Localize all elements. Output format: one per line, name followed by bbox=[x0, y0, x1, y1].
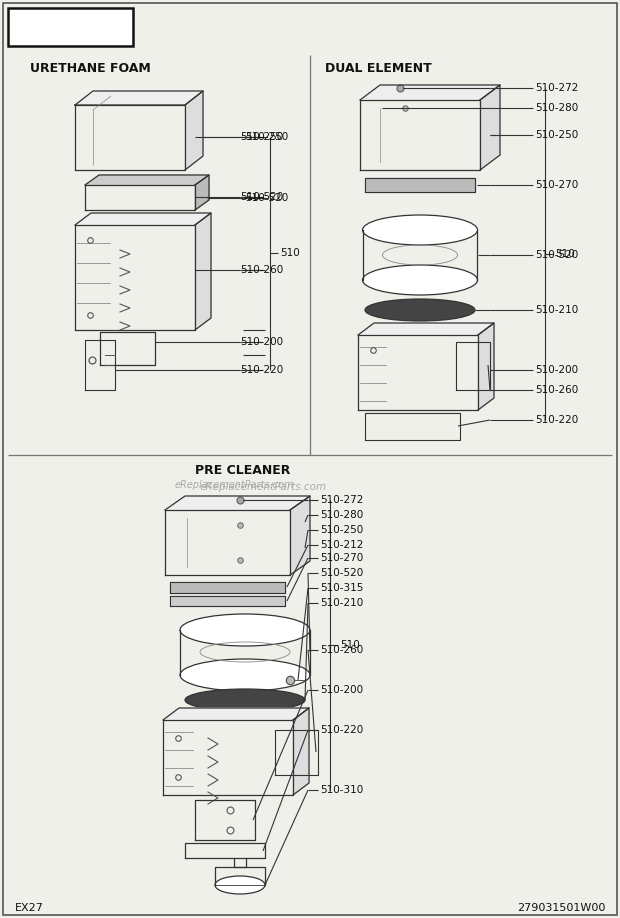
Ellipse shape bbox=[180, 659, 310, 691]
Text: 510-200: 510-200 bbox=[320, 685, 363, 695]
Text: PRE CLEANER: PRE CLEANER bbox=[195, 464, 290, 476]
Polygon shape bbox=[163, 708, 309, 720]
Text: 510: 510 bbox=[340, 640, 360, 650]
Ellipse shape bbox=[180, 614, 310, 646]
Polygon shape bbox=[195, 213, 211, 330]
Text: eReplacementParts.com: eReplacementParts.com bbox=[175, 480, 294, 490]
Polygon shape bbox=[170, 596, 285, 606]
Ellipse shape bbox=[215, 876, 265, 894]
Text: 510-520: 510-520 bbox=[245, 193, 288, 203]
Text: DUAL ELEMENT: DUAL ELEMENT bbox=[325, 62, 432, 74]
Text: 510-210: 510-210 bbox=[320, 598, 363, 608]
Text: 510-220: 510-220 bbox=[240, 365, 283, 375]
Polygon shape bbox=[480, 85, 500, 170]
Text: 510-250: 510-250 bbox=[240, 132, 283, 142]
Polygon shape bbox=[195, 175, 209, 210]
Text: 510: 510 bbox=[555, 249, 575, 259]
Polygon shape bbox=[185, 91, 203, 170]
Polygon shape bbox=[75, 213, 211, 225]
Text: FIG.  315: FIG. 315 bbox=[22, 17, 120, 37]
Text: 510-210: 510-210 bbox=[535, 305, 578, 315]
Polygon shape bbox=[290, 496, 310, 575]
Text: 510-220: 510-220 bbox=[320, 725, 363, 735]
Polygon shape bbox=[358, 323, 494, 335]
Text: 510-212: 510-212 bbox=[320, 540, 363, 550]
Ellipse shape bbox=[363, 265, 477, 295]
Ellipse shape bbox=[363, 215, 477, 245]
Text: 510-310: 510-310 bbox=[320, 785, 363, 795]
Polygon shape bbox=[478, 323, 494, 410]
Text: 510-250: 510-250 bbox=[320, 525, 363, 535]
Polygon shape bbox=[293, 708, 309, 795]
Ellipse shape bbox=[185, 689, 305, 711]
Polygon shape bbox=[360, 85, 500, 100]
Ellipse shape bbox=[365, 299, 475, 321]
Text: 510-272: 510-272 bbox=[535, 83, 578, 93]
Polygon shape bbox=[165, 496, 310, 510]
Polygon shape bbox=[170, 582, 285, 593]
Text: 510-200: 510-200 bbox=[535, 365, 578, 375]
Text: 510-220: 510-220 bbox=[535, 415, 578, 425]
Text: EX27: EX27 bbox=[15, 903, 44, 913]
Text: 510-260: 510-260 bbox=[240, 265, 283, 275]
Bar bbox=[8, 8, 133, 46]
Polygon shape bbox=[75, 91, 203, 105]
Text: 510-272: 510-272 bbox=[320, 495, 363, 505]
Text: 510-520: 510-520 bbox=[240, 192, 283, 202]
Text: 510: 510 bbox=[280, 248, 299, 258]
Text: 510-260: 510-260 bbox=[535, 385, 578, 395]
Text: URETHANE FOAM: URETHANE FOAM bbox=[30, 62, 151, 74]
Text: 510-280: 510-280 bbox=[535, 103, 578, 113]
Polygon shape bbox=[365, 178, 475, 192]
Text: 510-200: 510-200 bbox=[240, 337, 283, 347]
Text: 510-315: 510-315 bbox=[320, 583, 363, 593]
Text: eReplacementParts.com: eReplacementParts.com bbox=[200, 482, 327, 492]
Polygon shape bbox=[85, 175, 209, 185]
Text: 510-270: 510-270 bbox=[535, 180, 578, 190]
Text: 510-520: 510-520 bbox=[535, 250, 578, 260]
Text: 510-250: 510-250 bbox=[245, 132, 288, 142]
Text: 279031501W00: 279031501W00 bbox=[516, 903, 605, 913]
Text: 510-270: 510-270 bbox=[320, 553, 363, 563]
Text: 510-280: 510-280 bbox=[320, 510, 363, 520]
Text: 510-250: 510-250 bbox=[535, 130, 578, 140]
Text: 510-520: 510-520 bbox=[320, 568, 363, 578]
Text: 510-260: 510-260 bbox=[320, 645, 363, 655]
